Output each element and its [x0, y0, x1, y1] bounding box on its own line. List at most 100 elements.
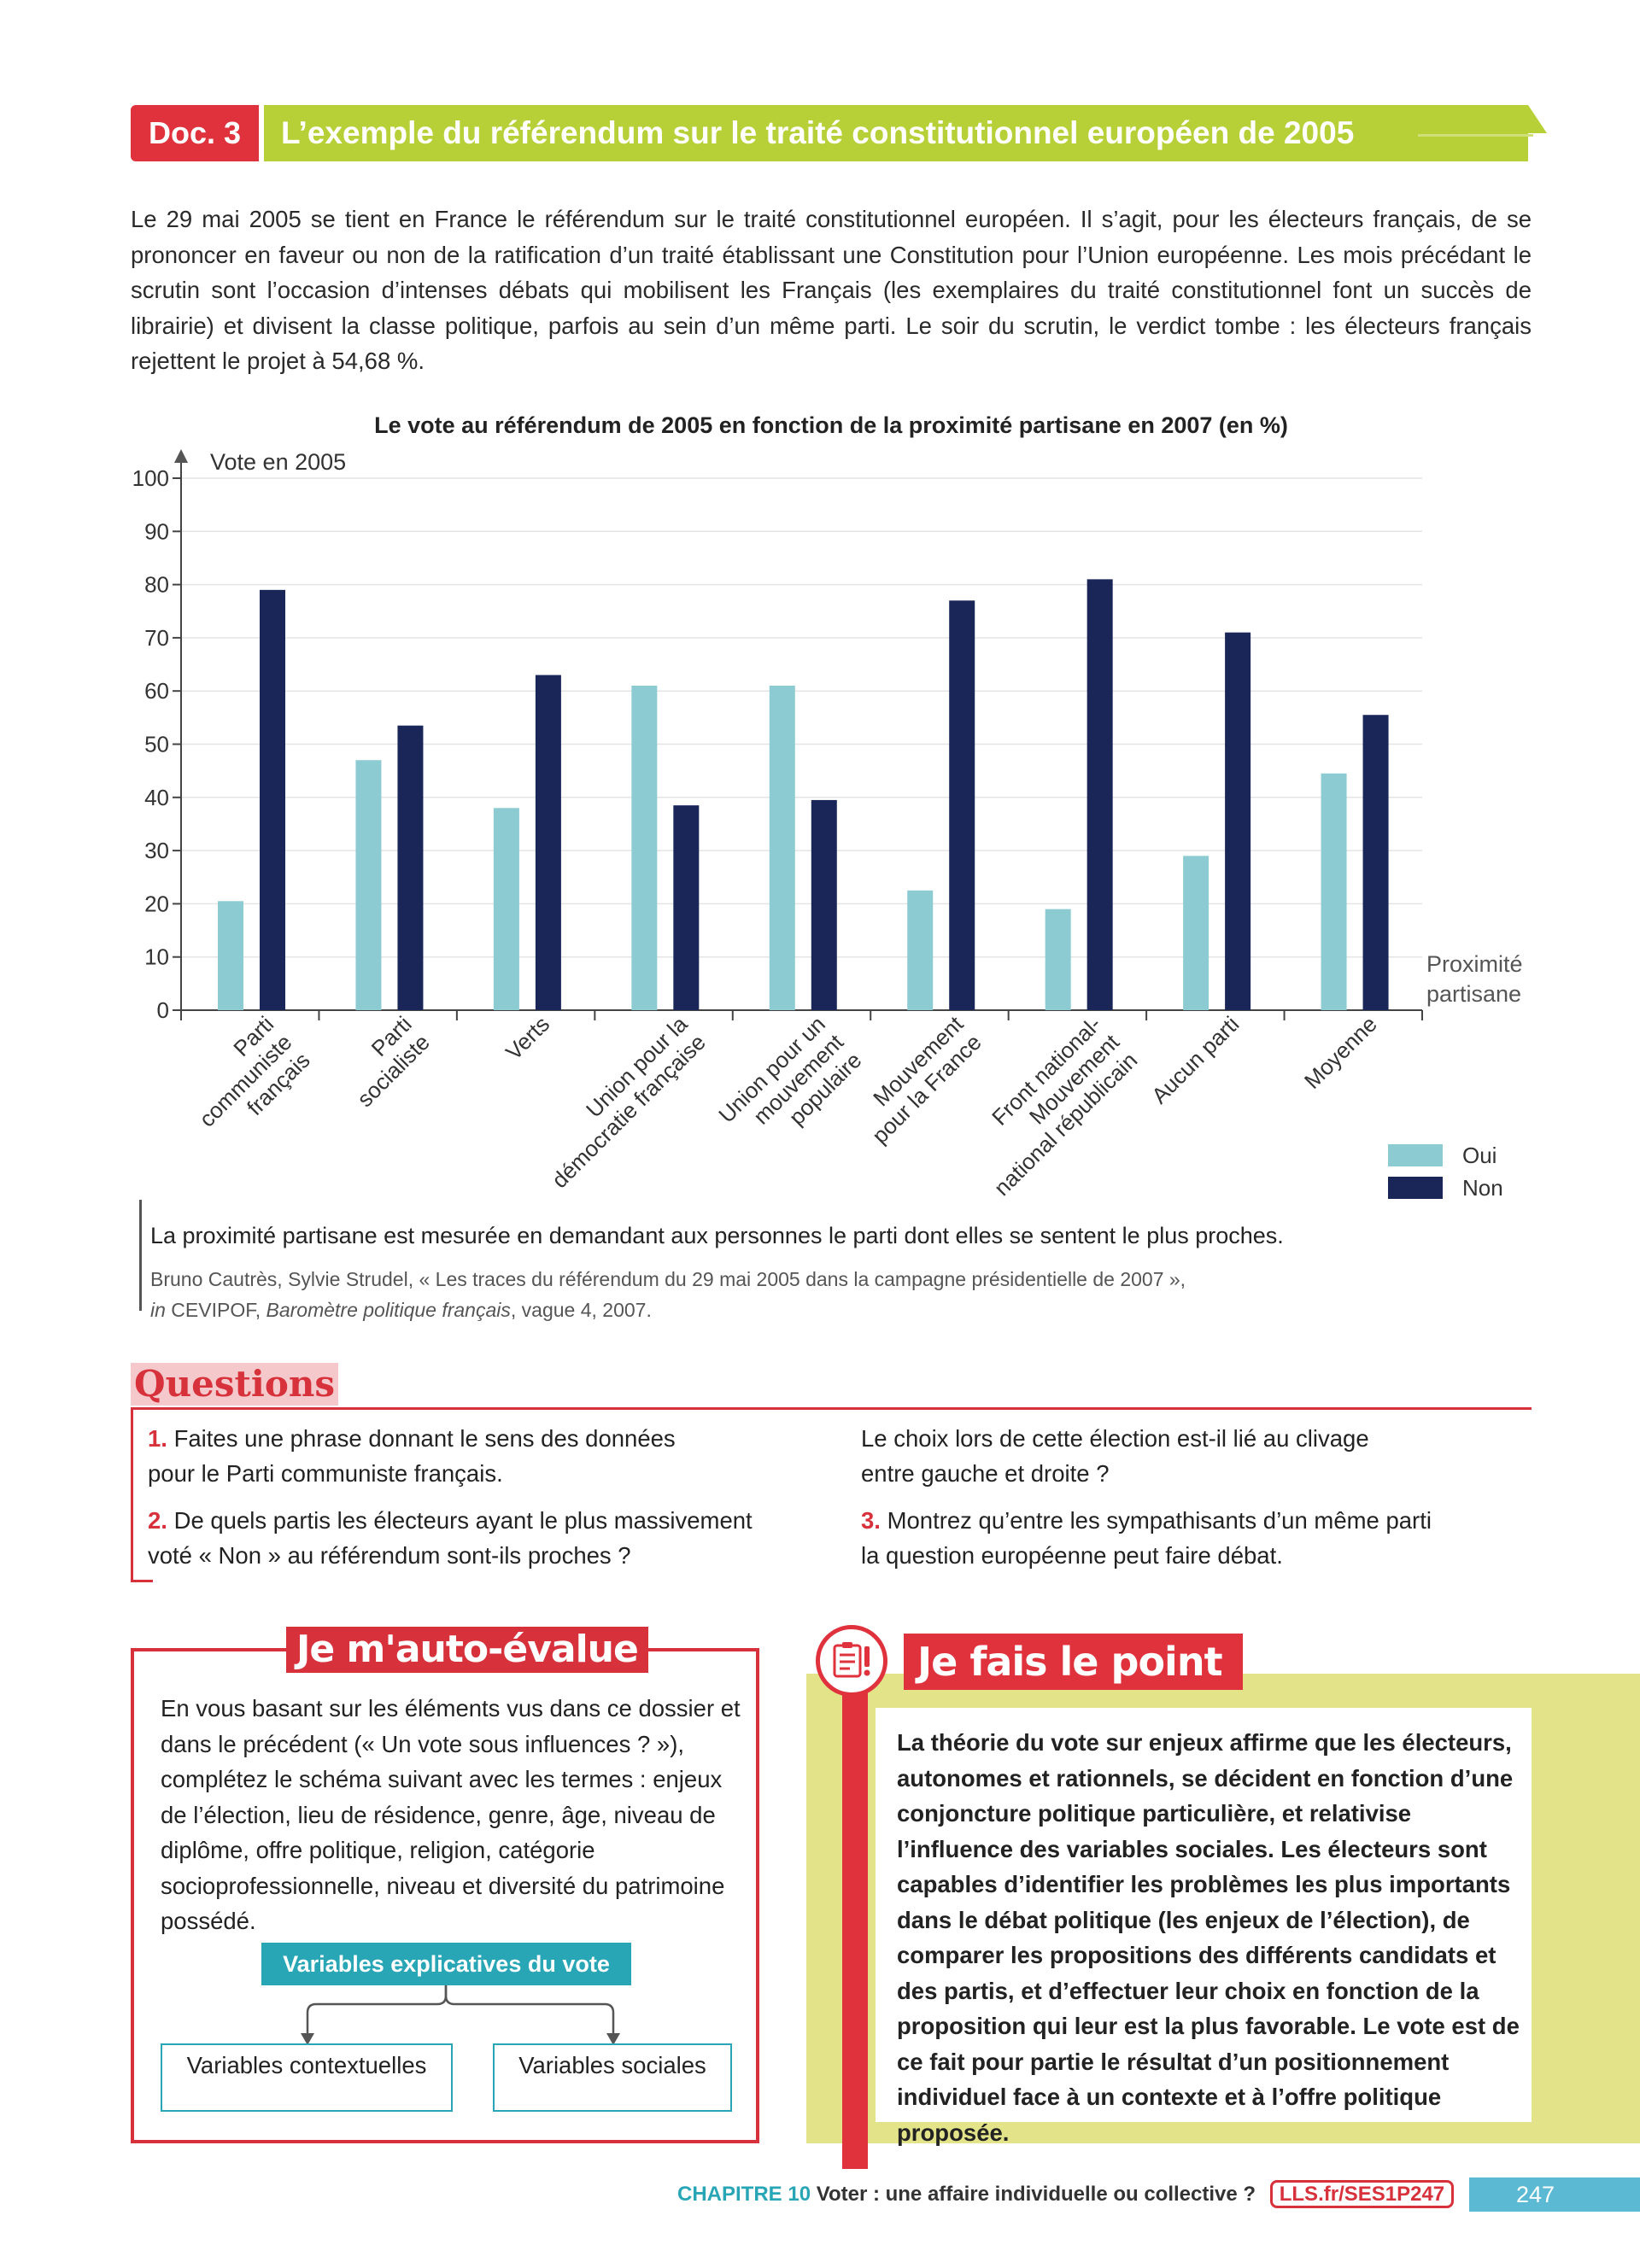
questions-foot-rule	[131, 1580, 153, 1582]
diagram-connector	[301, 1985, 620, 2045]
bar-oui	[355, 760, 382, 1010]
bar-non	[1086, 579, 1113, 1010]
bar-oui	[1045, 909, 1071, 1010]
arrowhead-left	[301, 2033, 314, 2045]
x-category-label: Particommunistefrançais	[176, 1011, 315, 1150]
doc-header-rule	[1418, 134, 1533, 137]
connector-left	[306, 1985, 448, 2035]
y-axis-label: Vote en 2005	[210, 449, 346, 475]
y-tick-label: 30	[144, 838, 169, 863]
bar-oui	[769, 685, 795, 1010]
questions-left-rule	[131, 1407, 133, 1582]
bar-oui	[631, 685, 658, 1010]
bar-oui	[1183, 856, 1210, 1010]
x-category-label-line: Aucun parti	[1146, 1011, 1244, 1108]
bar-non	[260, 589, 285, 1010]
source-publication: Baromètre politique français	[266, 1299, 511, 1321]
question-1-line-1: Faites une phrase donnant le sens des do…	[167, 1425, 676, 1452]
source-rest: , vague 4, 2007.	[510, 1299, 652, 1321]
y-tick-label: 10	[144, 944, 169, 970]
footer-chapter: CHAPITRE 10	[677, 2183, 811, 2206]
question-1: 1. Faites une phrase donnant le sens des…	[148, 1421, 814, 1491]
question-3-number: 3.	[861, 1507, 881, 1534]
y-tick-label: 80	[144, 572, 169, 598]
doc-title-tip	[1528, 105, 1547, 133]
bar-non	[811, 799, 837, 1010]
page-number: 247	[1469, 2177, 1640, 2212]
diagram-head-box: Variables explicatives du vote	[261, 1943, 631, 1985]
question-2-line-1: De quels partis les électeurs ayant le p…	[167, 1507, 753, 1534]
y-axis-arrowhead	[174, 449, 188, 463]
summary-panel-red-bar	[842, 1674, 868, 2169]
y-tick-label: 90	[144, 518, 169, 544]
x-category-label-line: Moyenne	[1299, 1011, 1382, 1094]
doc-label: Doc. 3	[131, 105, 259, 161]
clipboard-exclamation-glyph	[833, 1642, 870, 1678]
diagram-box-social: Variables sociales	[493, 2043, 732, 2112]
x-category-label: Union pour ladémocratie française	[529, 1011, 711, 1193]
y-tick-label: 60	[144, 678, 169, 704]
bar-oui	[493, 808, 519, 1010]
bar-non	[397, 725, 424, 1010]
x-category-label: Front national-Mouvementnational républi…	[952, 1010, 1143, 1201]
bar-non	[673, 805, 700, 1010]
source-line-2: in CEVIPOF, Baromètre politique français…	[150, 1295, 1346, 1325]
auto-evaluation-text: En vous basant sur les éléments vus dans…	[161, 1695, 741, 1934]
bar-oui	[218, 901, 243, 1010]
caption-rule	[139, 1200, 142, 1311]
auto-evaluation-box	[131, 1648, 759, 2143]
doc-title: L’exemple du référendum sur le traité co…	[264, 105, 1528, 161]
summary-panel-inner	[876, 1708, 1532, 2122]
x-axis-label-line-2: partisane	[1426, 981, 1521, 1007]
diagram-box-contextual: Variables contextuelles	[161, 2043, 453, 2112]
summary-panel-text: La théorie du vote sur enjeux affirme qu…	[897, 1729, 1520, 2146]
source-org: CEVIPOF,	[165, 1299, 266, 1321]
footer-link[interactable]: LLS.fr/SES1P247	[1269, 2180, 1455, 2208]
bar-non	[535, 675, 561, 1010]
bar-oui	[1321, 773, 1347, 1010]
question-2-continued: Le choix lors de cette élection est-il l…	[861, 1421, 1527, 1491]
x-category-label-line: Verts	[501, 1011, 554, 1065]
bar-chart: 0 10 20 30 40 50 60 70 80 90 100 Vote en 2005 Proxim…	[132, 449, 1523, 1201]
x-category-label: Partisocialiste	[334, 1011, 435, 1112]
y-tick-label: 50	[144, 732, 169, 757]
arrowhead-right	[606, 2033, 620, 2045]
doc-header: Doc. 3 L’exemple du référendum sur le tr…	[131, 105, 1547, 161]
bar-non	[1362, 715, 1389, 1010]
x-category-label: Mouvementpour la France	[849, 1010, 987, 1149]
legend-swatch-non	[1388, 1177, 1443, 1199]
legend-label-non: Non	[1462, 1175, 1503, 1201]
chart-caption: La proximité partisane est mesurée en de…	[150, 1223, 1284, 1248]
question-3-line-2: la question européenne peut faire débat.	[861, 1542, 1283, 1569]
y-tick-label: 100	[132, 465, 169, 491]
bar-oui	[907, 890, 934, 1010]
x-category-label: Moyenne	[1299, 1011, 1382, 1094]
source-line-1: Bruno Cautrès, Sylvie Strudel, « Les tra…	[150, 1268, 1186, 1290]
intro-paragraph: Le 29 mai 2005 se tient en France le réf…	[131, 206, 1532, 374]
bar-non	[1225, 632, 1251, 1010]
question-2-number: 2.	[148, 1507, 167, 1534]
summary-panel-title: Je fais le point	[904, 1634, 1243, 1690]
y-tick-label: 70	[144, 625, 169, 651]
source-in: in	[150, 1299, 166, 1321]
y-tick-label: 20	[144, 891, 169, 916]
legend-label-oui: Oui	[1462, 1143, 1496, 1168]
questions-title: Questions	[131, 1363, 339, 1406]
bar-non	[949, 600, 975, 1010]
x-axis-label-line-1: Proximité	[1426, 951, 1523, 977]
legend-swatch-oui	[1388, 1144, 1443, 1166]
y-tick-label: 0	[157, 997, 169, 1023]
auto-evaluation-title: Je m'auto-évalue	[286, 1627, 648, 1673]
chart-title: Le vote au référendum de 2005 en fonctio…	[374, 412, 1288, 438]
question-1-line-2: pour le Parti communiste français.	[148, 1460, 503, 1487]
clipboard-exclamation-icon	[816, 1625, 887, 1697]
question-2b-line-1: Le choix lors de cette élection est-il l…	[861, 1425, 1369, 1452]
x-category-label-line: démocratie française	[547, 1029, 711, 1193]
page-footer: CHAPITRE 10 Voter : une affaire individu…	[677, 2177, 1455, 2212]
x-category-label: Aucun parti	[1146, 1011, 1244, 1108]
y-tick-label: 40	[144, 785, 169, 810]
chart-source: Bruno Cautrès, Sylvie Strudel, « Les tra…	[150, 1264, 1346, 1325]
footer-chapter-title: Voter : une affaire individuelle ou coll…	[816, 2183, 1256, 2206]
question-3: 3. Montrez qu’entre les sympathisants d’…	[861, 1503, 1527, 1573]
x-category-label: Verts	[501, 1011, 554, 1065]
